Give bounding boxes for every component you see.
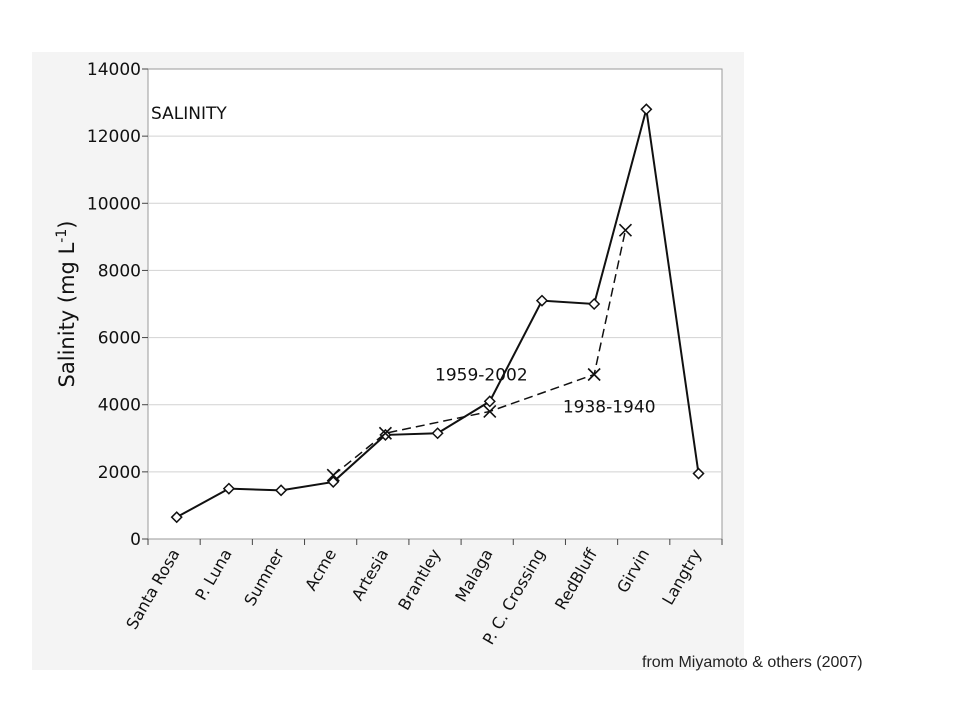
y-tick-label-2: 4000 [98,396,141,416]
annotations: 1959-2002 1938-1940 [435,366,656,418]
x-axis-ticks: Santa Rosa P. Luna Sumner Acme Artesia Brantl… [122,539,723,648]
y-tick-label-5: 10000 [87,194,141,214]
data-point-diamond-0-0 [170,511,183,524]
data-point-diamond-0-1 [222,482,235,495]
source-credit: from Miyamoto & others (2007) [642,654,863,671]
y-axis-label-sup: -1 [54,229,70,243]
y-tick-label-0: 0 [130,530,141,550]
series-0 [170,103,705,524]
x-category-label-3: Acme [301,546,340,594]
y-axis-ticks: 0 2000 4000 6000 8000 10000 12000 14000 [87,60,148,550]
series-layer [170,103,705,524]
salinity-chart: 0 2000 4000 6000 8000 10000 12000 14000 Santa R… [54,60,723,648]
data-point-diamond-0-8 [588,297,601,311]
data-point-x-1-4 [618,223,633,237]
chart-title: SALINITY [151,104,227,124]
x-category-label-4: Artesia [348,546,393,604]
x-category-label-1: P. Luna [191,546,235,604]
data-point-x-1-0 [326,468,340,482]
data-point-diamond-0-9 [640,103,653,116]
y-axis-label: Salinity (mg L-1) [54,221,79,388]
x-category-label-5: Brantley [394,546,444,614]
data-point-diamond-0-6 [483,395,496,408]
data-point-x-1-2 [483,404,497,418]
y-tick-label-6: 12000 [87,127,141,147]
annotation-0: 1959-2002 [435,366,528,386]
data-point-diamond-0-7 [535,294,549,307]
data-point-diamond-0-10 [692,467,705,480]
data-point-diamond-0-3 [327,475,340,488]
x-category-label-0: Santa Rosa [122,546,183,633]
y-tick-label-1: 2000 [98,463,141,483]
plot-area [147,68,723,540]
x-category-label-2: Sumner [240,545,288,609]
x-category-label-9: Girvin [613,546,653,597]
grid-lines [148,135,722,473]
y-axis-label-main: Salinity (mg L [55,242,79,387]
y-tick-label-3: 6000 [98,329,141,349]
y-tick-label-4: 8000 [98,261,141,281]
data-point-diamond-0-5 [431,427,444,440]
data-point-x-1-1 [378,426,392,440]
y-tick-label-7: 14000 [87,60,141,80]
data-point-diamond-0-2 [275,484,288,497]
figure-panel: 0 2000 4000 6000 8000 10000 12000 14000 Santa R… [32,52,744,670]
x-category-label-8: RedBluff [551,545,601,613]
data-point-x-1-3 [587,367,601,382]
series-1 [326,223,633,482]
x-category-label-10: Langtry [658,546,705,609]
y-axis-label-close: ) [55,221,79,229]
annotation-1: 1938-1940 [563,397,656,417]
x-category-label-6: Malaga [451,546,496,606]
